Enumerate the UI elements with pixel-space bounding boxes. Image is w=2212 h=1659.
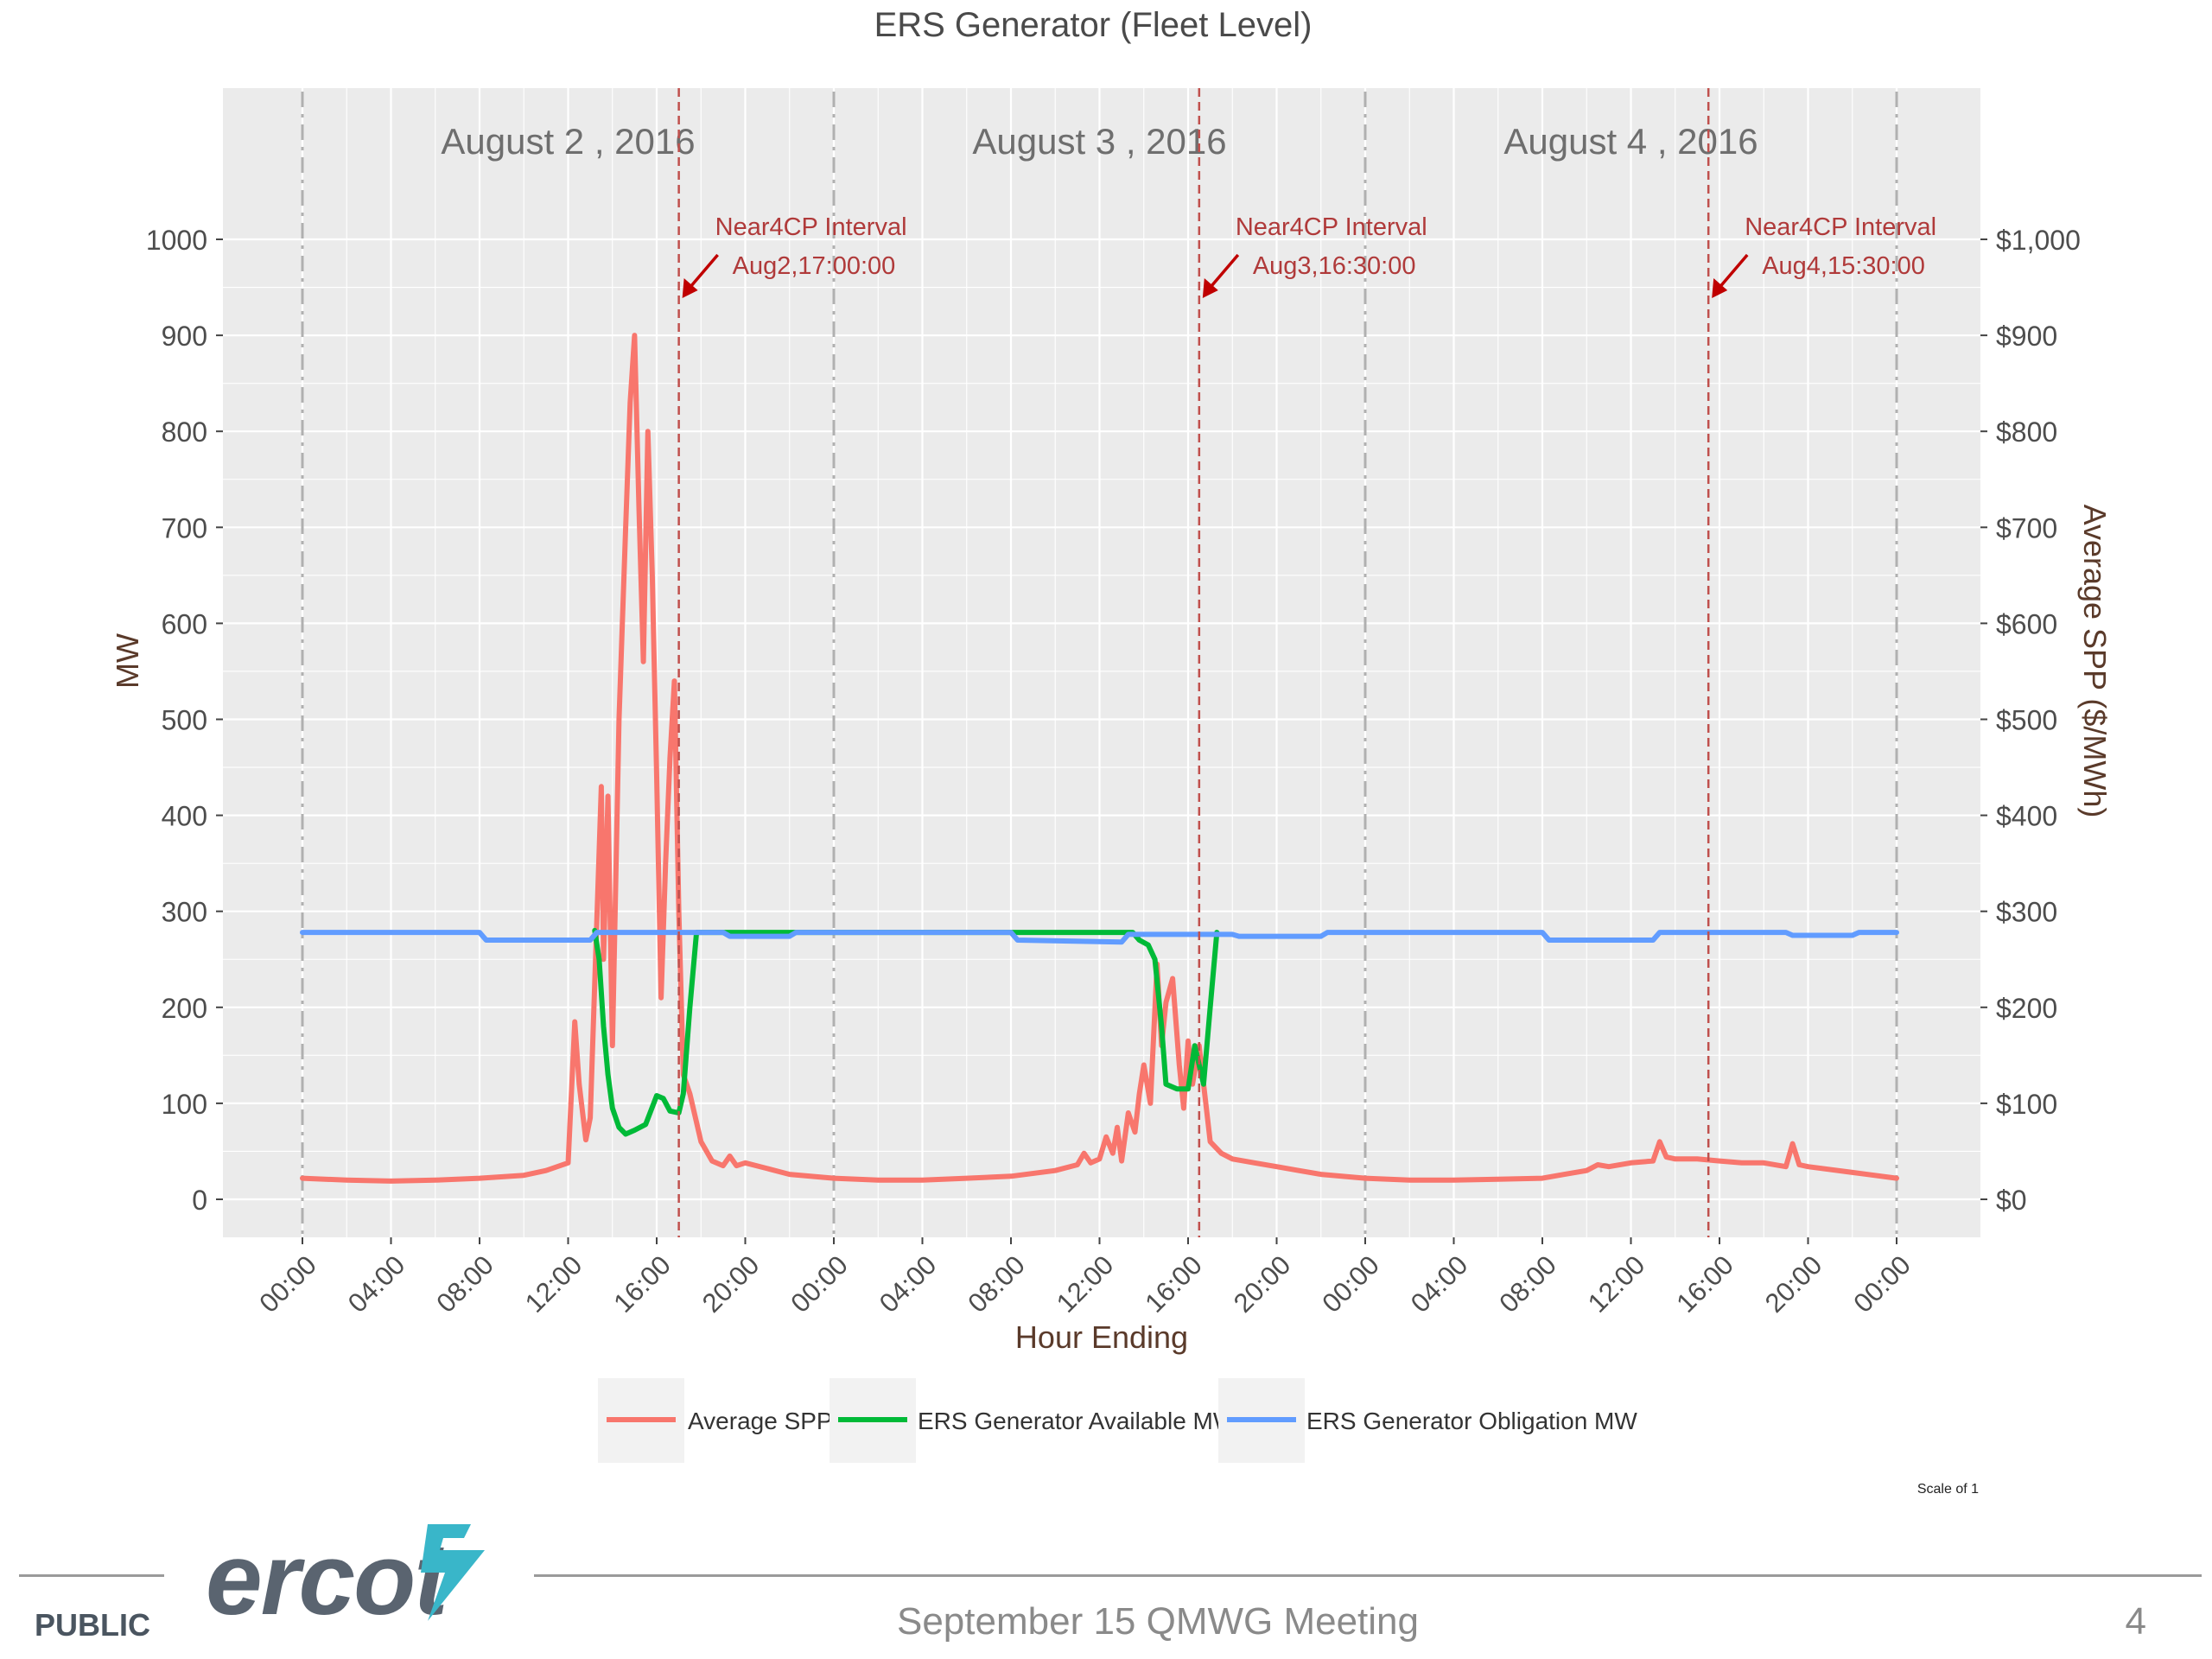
y-tick-label-right: $0 [1996,1185,2027,1216]
y-tick-label-left: 900 [162,321,207,352]
grid [223,88,1980,1237]
y-axis-label-right: Average SPP ($/MWh) [2077,505,2113,818]
scale-note: Scale of 1 [1917,1482,1979,1497]
x-tick-label: 16:00 [1670,1249,1739,1319]
x-tick-label: 16:00 [607,1249,677,1319]
x-tick-label: 12:00 [1582,1249,1651,1319]
legend-label: ERS Generator Available MW [918,1408,1236,1434]
chart-title: ERS Generator (Fleet Level) [874,6,1313,44]
public-label: PUBLIC [35,1607,150,1643]
y-tick-label-left: 0 [192,1185,207,1216]
series-line [300,930,1899,945]
annotation-title: Near4CP Interval [715,213,907,241]
y-axis-label-left: MW [110,633,145,689]
ercot-logo: ercot [206,1521,448,1637]
y-tick-label-left: 1000 [146,225,207,256]
annotation-time: Aug3,16:30:00 [1253,252,1416,280]
y-tick-label-right: $400 [1996,801,2057,832]
day-label: August 2 , 2016 [441,121,695,162]
y-tick-label-right: $200 [1996,993,2057,1024]
x-tick-label: 20:00 [696,1249,766,1319]
y-tick-label-left: 100 [162,1089,207,1120]
x-tick-label: 04:00 [342,1249,411,1319]
x-tick-label: 12:00 [519,1249,588,1319]
page-number: 4 [2125,1600,2146,1643]
x-tick-label: 16:00 [1139,1249,1208,1319]
annotation-time: Aug4,15:30:00 [1762,252,1925,280]
x-tick-label: 00:00 [785,1249,854,1319]
annotation-arrow-head [1202,278,1218,298]
legend-label: Average SPP [688,1408,833,1434]
y-tick-label-right: $900 [1996,321,2057,352]
x-tick-label: 00:00 [1847,1249,1916,1319]
annotation-title: Near4CP Interval [1745,213,1936,241]
y-tick-label-right: $500 [1996,705,2057,736]
footer-divider-right [534,1574,2202,1577]
x-axis-label: Hour Ending [1015,1319,1188,1355]
y-tick-label-right: $700 [1996,512,2057,543]
series-line [592,927,1220,1137]
x-tick-label: 04:00 [874,1249,943,1319]
annotation-arrow-shaft [1206,253,1240,292]
annotation-arrow-shaft [1715,253,1749,292]
legend-label: ERS Generator Obligation MW [1306,1408,1637,1434]
y-tick-label-left: 600 [162,608,207,639]
y-tick-label-left: 400 [162,801,207,832]
x-tick-label: 20:00 [1228,1249,1297,1319]
annotations: Near4CP Interval Aug2,17:00:00 Near4CP Int… [677,88,1936,1237]
y-tick-label-right: $800 [1996,416,2057,448]
annotation-title: Near4CP Interval [1236,213,1427,241]
lightning-bolt-icon [421,1524,485,1621]
y-tick-label-left: 700 [162,512,207,543]
y-tick-label-right: $100 [1996,1089,2057,1120]
x-tick-label: 08:00 [1493,1249,1562,1319]
logo-text: ercot [206,1522,448,1637]
y-tick-label-right: $1,000 [1996,225,2081,256]
footer-divider-left [19,1574,164,1577]
y-tick-label-left: 200 [162,993,207,1024]
day-separators: August 2 , 2016 August 3 , 2016 August 4 ,… [301,92,1898,1234]
series-line [300,333,1899,1184]
x-tick-label: 00:00 [253,1249,322,1319]
series-layer [300,333,1899,1184]
day-label: August 3 , 2016 [972,121,1226,162]
x-tick-label: 08:00 [430,1249,499,1319]
plot-background [223,88,1980,1237]
x-tick-label: 12:00 [1051,1249,1120,1319]
y-tick-label-left: 500 [162,705,207,736]
annotation-arrow-head [682,278,698,298]
x-tick-label: 04:00 [1405,1249,1474,1319]
x-tick-label: 08:00 [962,1249,1031,1319]
x-tick-label: 00:00 [1316,1249,1385,1319]
meeting-label: September 15 QMWG Meeting [896,1600,1419,1643]
legend: Average SPP ERS Generator Available MW ERS… [598,1378,1637,1463]
y-tick-label-left: 800 [162,416,207,448]
y-tick-label-left: 300 [162,897,207,928]
x-tick-label: 20:00 [1759,1249,1828,1319]
y-tick-label-right: $300 [1996,897,2057,928]
day-label: August 4 , 2016 [1503,121,1758,162]
annotation-time: Aug2,17:00:00 [733,252,896,280]
annotation-arrow-head [1712,278,1728,298]
y-tick-label-right: $600 [1996,608,2057,639]
annotation-arrow-shaft [686,253,719,292]
